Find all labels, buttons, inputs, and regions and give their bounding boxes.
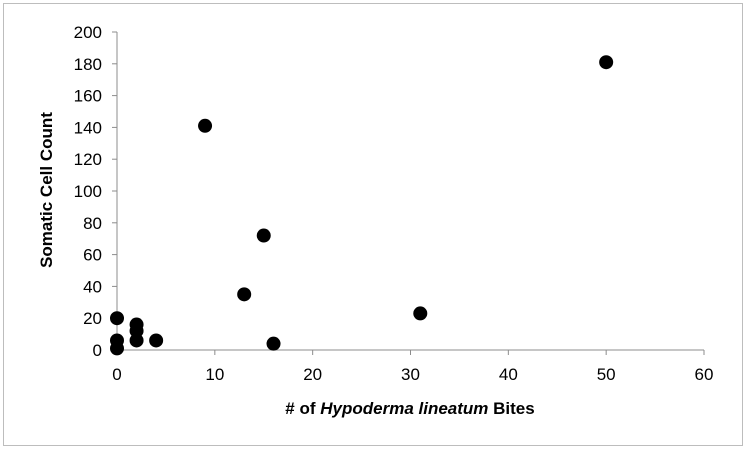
y-tick-label: 180 [74,55,102,74]
y-tick-label: 40 [83,277,102,296]
x-axis-ticks: 0 10 20 30 40 50 60 [112,350,713,384]
chart-frame [3,3,743,446]
y-tick-label: 60 [83,246,102,265]
x-axis-title-suffix: Bites [488,399,534,418]
x-tick-label: 40 [499,365,518,384]
y-tick-label: 200 [74,23,102,42]
y-axis-ticks: 0 20 40 60 80 100 120 140 160 180 200 [74,23,117,360]
data-point [413,306,428,321]
data-points [110,55,614,356]
x-axis-title-species: Hypoderma lineatum [320,399,488,418]
data-point [237,287,252,302]
x-tick-label: 60 [695,365,714,384]
data-point [110,311,124,326]
y-tick-label: 140 [74,118,102,137]
x-tick-label: 0 [112,365,121,384]
x-axis-title: # of Hypoderma lineatum Bites [285,399,534,418]
data-point [256,228,271,243]
y-tick-label: 20 [83,309,102,328]
y-tick-label: 120 [74,150,102,169]
x-tick-label: 20 [303,365,322,384]
x-tick-label: 50 [597,365,616,384]
data-point [149,333,164,348]
data-point [266,336,281,351]
y-axis-title: Somatic Cell Count [37,112,56,268]
y-tick-label: 80 [83,214,102,233]
data-point [198,118,213,133]
y-tick-label: 0 [93,341,102,360]
y-tick-label: 100 [74,182,102,201]
data-point [599,55,614,70]
data-point [110,333,124,348]
x-tick-label: 10 [205,365,224,384]
x-axis-title-prefix: # of [285,399,320,418]
y-tick-label: 160 [74,87,102,106]
data-point [129,317,144,332]
x-tick-label: 30 [401,365,420,384]
